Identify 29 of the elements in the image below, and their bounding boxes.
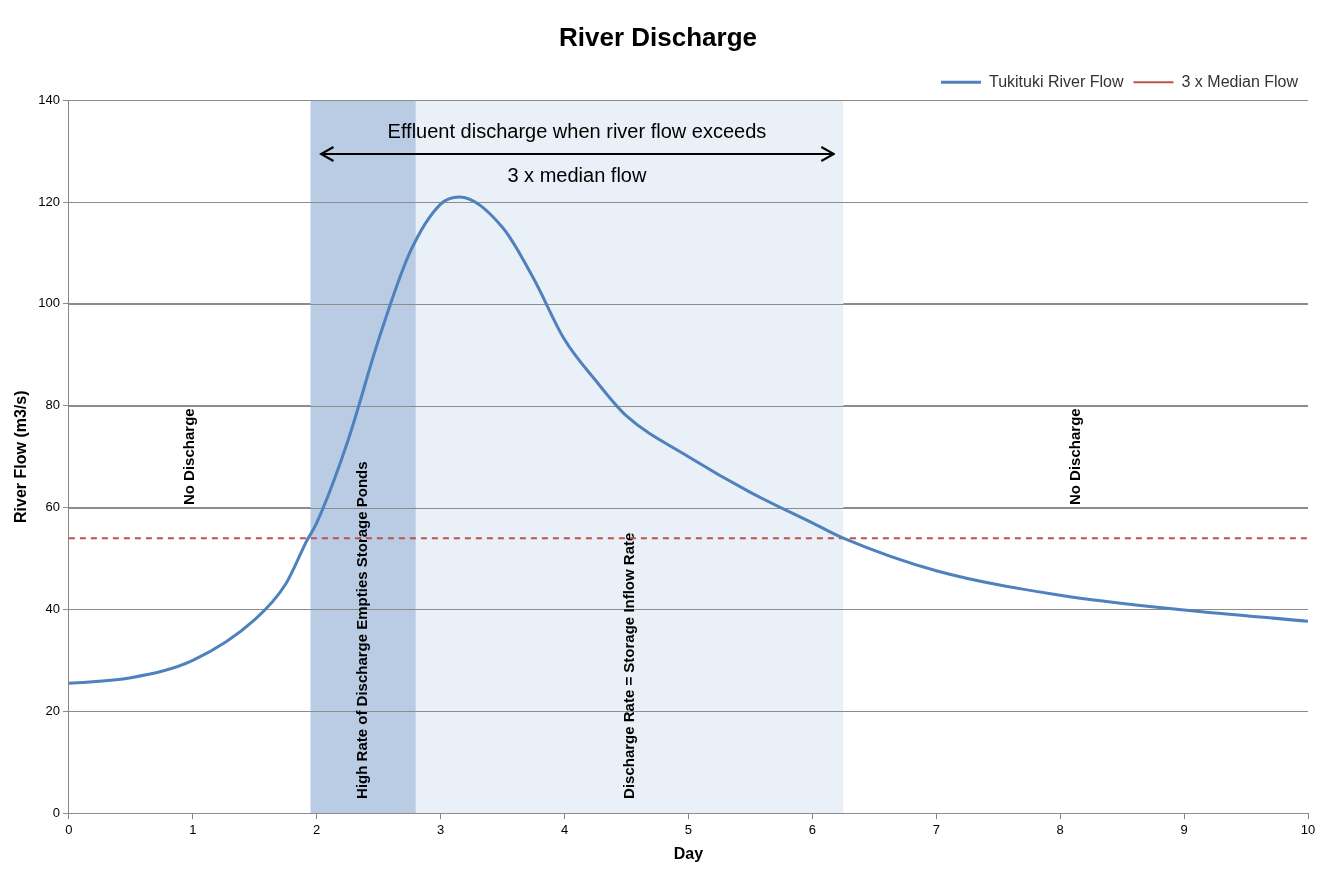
y-tick-label: 120 (38, 193, 60, 209)
x-tick-label: 4 (560, 821, 569, 837)
y-tick-label: 80 (45, 397, 60, 413)
y-tick-label: 140 (38, 91, 60, 107)
y-tick-label: 40 (45, 601, 60, 617)
x-tick-label: 0 (65, 821, 73, 837)
legend-label: 3 x Median Flow (1181, 72, 1299, 90)
x-axis-title: Day (673, 844, 704, 862)
legend-label: Tukituki River Flow (988, 72, 1124, 90)
band-label: High Rate of Discharge Empties Storage Ponds (353, 461, 371, 799)
annotation: No Discharge (1065, 408, 1083, 506)
y-tick-label: 20 (45, 702, 60, 718)
x-tick-label: 10 (1300, 821, 1316, 837)
x-tick-label: 6 (808, 821, 816, 837)
band-label: Discharge Rate = Storage Inflow Rate (619, 532, 637, 799)
annotation: Effluent discharge when river flow exceeds 3 x median flow (387, 119, 767, 186)
y-tick-label: 60 (45, 499, 60, 515)
x-tick-label: 9 (1180, 821, 1188, 837)
x-tick-label: 2 (313, 821, 321, 837)
y-tick-label: 100 (38, 295, 60, 311)
chart-title: River Discharge (559, 21, 757, 52)
annotation: No Discharge (179, 408, 197, 506)
x-tick-label: 5 (684, 821, 693, 837)
y-tick-label: 0 (52, 804, 60, 820)
x-tick-label: 8 (1056, 821, 1064, 837)
x-tick-label: 3 (437, 821, 445, 837)
y-axis-title: River Flow (m3/s) (12, 390, 30, 523)
x-tick-label: 7 (932, 821, 940, 837)
x-tick-label: 1 (189, 821, 197, 837)
